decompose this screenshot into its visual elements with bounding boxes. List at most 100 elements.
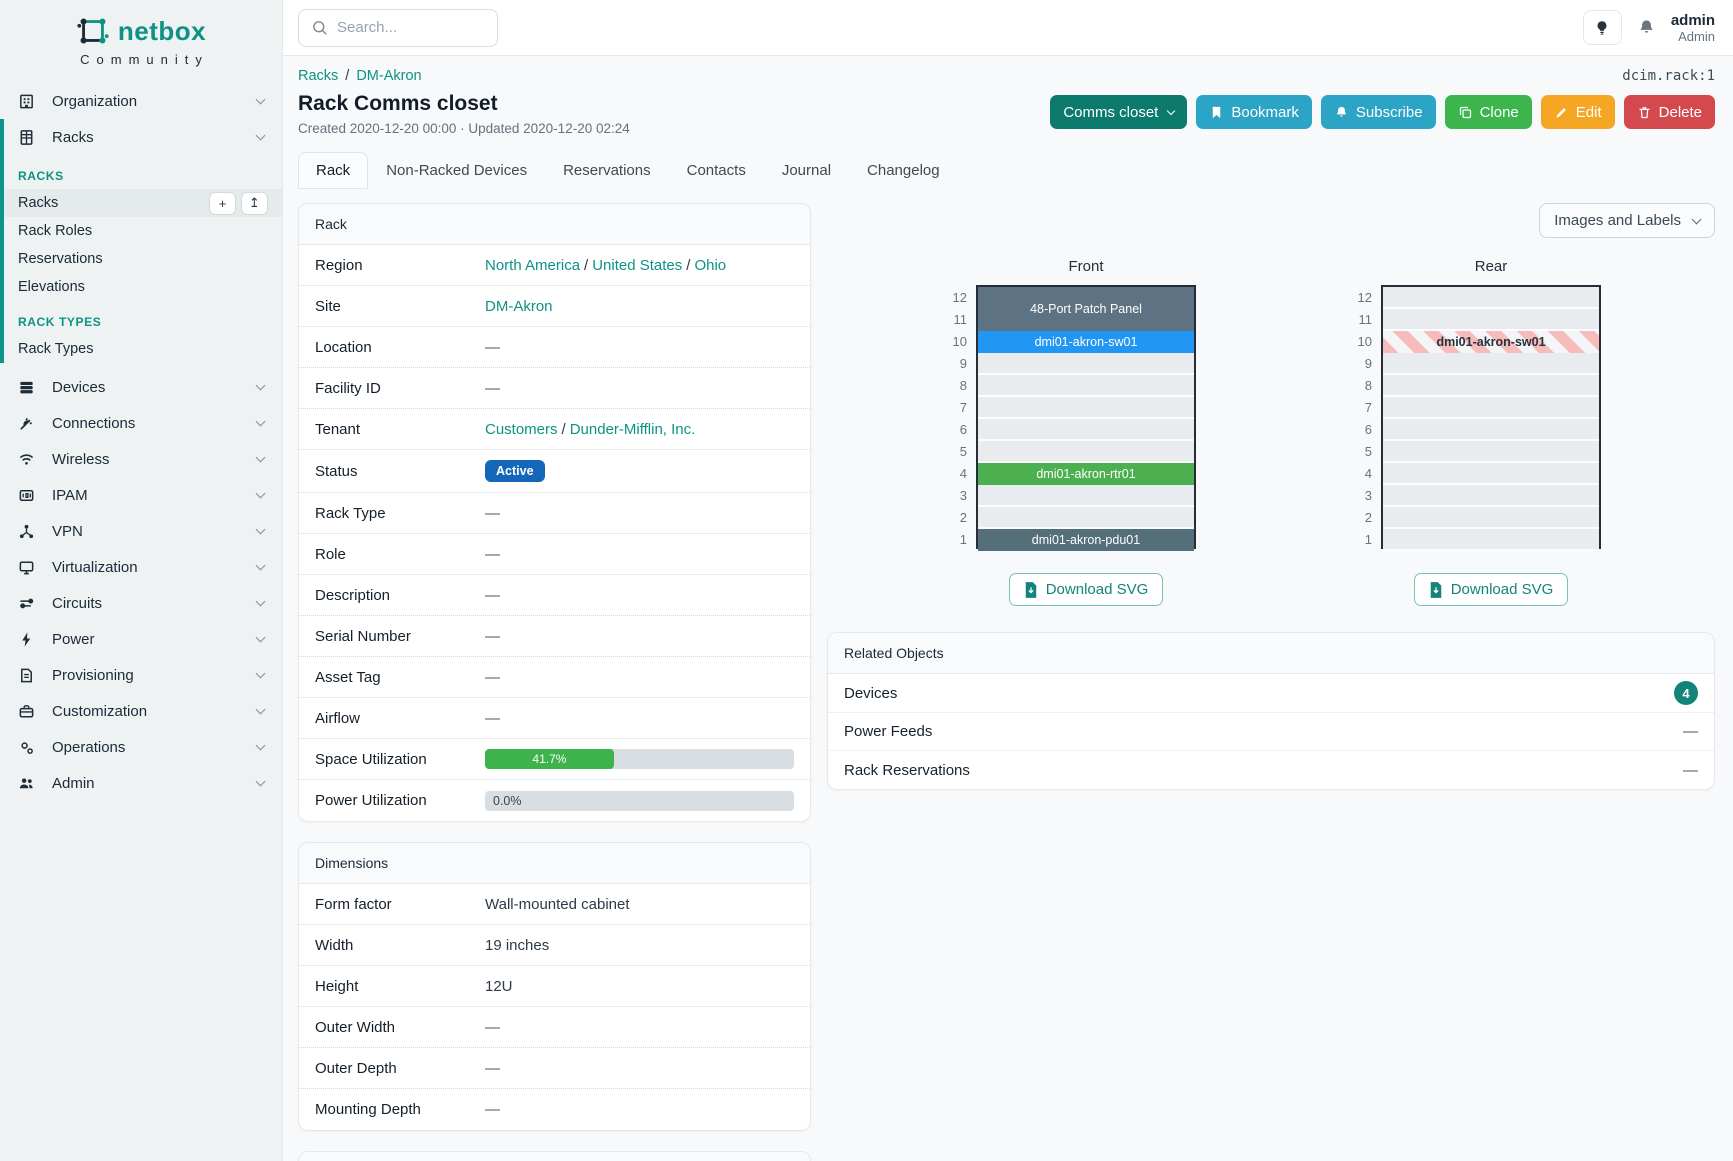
field-label: Description bbox=[315, 586, 391, 604]
tab-journal[interactable]: Journal bbox=[781, 162, 832, 179]
related-row-value: — bbox=[1683, 761, 1698, 779]
sidebar-item-circuits[interactable]: Circuits bbox=[0, 585, 282, 621]
edit-button[interactable]: Edit bbox=[1540, 95, 1615, 129]
field-label: Location bbox=[315, 338, 372, 356]
user-role: Admin bbox=[1678, 28, 1715, 44]
sidebar-item-rack-roles[interactable]: Rack Roles bbox=[4, 217, 282, 245]
region-link[interactable]: Ohio bbox=[694, 256, 727, 274]
download-svg-rear-button[interactable]: Download SVG bbox=[1413, 573, 1569, 606]
field-label: Role bbox=[315, 545, 346, 563]
user-name: admin bbox=[1670, 11, 1715, 29]
chevron-down-icon bbox=[255, 704, 266, 715]
devices-count-badge: 4 bbox=[1674, 681, 1698, 705]
user-menu[interactable]: admin Admin bbox=[1671, 12, 1715, 44]
subscribe-button[interactable]: Subscribe bbox=[1320, 95, 1436, 129]
sidebar-item-label: Operations bbox=[52, 738, 126, 756]
admin-icon bbox=[18, 775, 42, 792]
add-rack-button[interactable]: + bbox=[209, 191, 236, 215]
search-box[interactable] bbox=[298, 8, 498, 47]
tab-rack[interactable]: Rack bbox=[298, 152, 369, 189]
form-factor-value: Wall-mounted cabinet bbox=[485, 895, 630, 913]
clone-button[interactable]: Clone bbox=[1444, 95, 1532, 129]
notifications-button[interactable] bbox=[1637, 18, 1656, 37]
sidebar-item-vpn[interactable]: VPN bbox=[0, 513, 282, 549]
power-utilization-value: 0.0% bbox=[493, 793, 522, 808]
rack-slot-empty bbox=[978, 375, 1194, 397]
location-value: — bbox=[485, 338, 500, 356]
chevron-down-icon bbox=[255, 130, 266, 141]
sidebar-item-reservations[interactable]: Reservations bbox=[4, 245, 282, 273]
site-link[interactable]: DM-Akron bbox=[485, 297, 553, 315]
sidebar-item-admin[interactable]: Admin bbox=[0, 765, 282, 801]
download-svg-label: Download SVG bbox=[1450, 581, 1554, 598]
space-utilization-fill: 41.7% bbox=[485, 749, 614, 769]
search-input[interactable] bbox=[337, 19, 477, 36]
trash-icon bbox=[1639, 106, 1650, 118]
tab-changelog[interactable]: Changelog bbox=[867, 162, 940, 179]
asset-tag-value: — bbox=[485, 668, 500, 686]
sidebar-item-label: VPN bbox=[52, 522, 83, 540]
outer-depth-value: — bbox=[485, 1059, 500, 1077]
tenant-group-link[interactable]: Customers bbox=[485, 420, 558, 438]
tab-reservations[interactable]: Reservations bbox=[563, 162, 651, 179]
width-value: 19 inches bbox=[485, 936, 550, 954]
brand[interactable]: netbox Community bbox=[0, 0, 282, 73]
tab-contacts[interactable]: Contacts bbox=[686, 162, 746, 179]
download-svg-front-button[interactable]: Download SVG bbox=[1008, 573, 1164, 606]
related-rack-reservations-row[interactable]: Rack Reservations — bbox=[828, 751, 1714, 789]
download-svg-label: Download SVG bbox=[1045, 581, 1149, 598]
tab-non-racked-devices[interactable]: Non-Racked Devices bbox=[386, 162, 528, 179]
sidebar-item-power[interactable]: Power bbox=[0, 621, 282, 657]
bookmark-label: Bookmark bbox=[1231, 103, 1299, 121]
tenant-link[interactable]: Dunder-Mifflin, Inc. bbox=[569, 420, 696, 438]
field-label: Site bbox=[315, 297, 341, 315]
devices-icon bbox=[18, 379, 42, 396]
rack-icon bbox=[18, 129, 42, 146]
sidebar-item-elevations[interactable]: Elevations bbox=[4, 273, 282, 301]
sidebar-item-racks-group[interactable]: Racks bbox=[4, 119, 282, 155]
field-label: Outer Depth bbox=[315, 1059, 397, 1077]
rack-select-button[interactable]: Comms closet bbox=[1050, 95, 1188, 129]
sidebar-item-label: Customization bbox=[52, 702, 148, 720]
bookmark-button[interactable]: Bookmark bbox=[1196, 95, 1312, 129]
sidebar-item-connections[interactable]: Connections bbox=[0, 405, 282, 441]
sidebar-item-provisioning[interactable]: Provisioning bbox=[0, 657, 282, 693]
images-labels-dropdown[interactable]: Images and Labels bbox=[1539, 203, 1715, 238]
related-power-feeds-row[interactable]: Power Feeds — bbox=[828, 713, 1714, 751]
chevron-down-icon bbox=[255, 776, 266, 787]
pencil-icon bbox=[1556, 107, 1566, 117]
related-devices-row[interactable]: Devices 4 bbox=[828, 674, 1714, 713]
search-icon bbox=[313, 21, 327, 35]
unit-number: 8 bbox=[959, 378, 967, 393]
lightbulb-icon bbox=[1597, 20, 1607, 35]
import-rack-button[interactable]: ↥ bbox=[241, 191, 268, 215]
delete-label: Delete bbox=[1658, 103, 1702, 121]
related-objects-panel: Related Objects Devices 4 Power Feeds — … bbox=[827, 632, 1715, 790]
sidebar-item-operations[interactable]: Operations bbox=[0, 729, 282, 765]
provisioning-icon bbox=[18, 667, 42, 684]
rack-device[interactable]: dmi01-akron-pdu01 bbox=[978, 529, 1194, 551]
sidebar-item-organization[interactable]: Organization bbox=[0, 83, 282, 119]
rack-device[interactable]: dmi01-akron-rtr01 bbox=[978, 463, 1194, 485]
theme-toggle-button[interactable] bbox=[1582, 10, 1622, 45]
region-link[interactable]: North America bbox=[485, 256, 581, 274]
delete-button[interactable]: Delete bbox=[1623, 95, 1715, 129]
region-link[interactable]: United States bbox=[592, 256, 683, 274]
space-utilization-value: 41.7% bbox=[532, 752, 567, 766]
sidebar-item-racks[interactable]: Racks + ↥ bbox=[4, 189, 282, 217]
breadcrumb-site-link[interactable]: DM-Akron bbox=[356, 68, 422, 84]
rack-device[interactable]: dmi01-akron-sw01 bbox=[1383, 331, 1599, 353]
sidebar-item-customization[interactable]: Customization bbox=[0, 693, 282, 729]
sidebar-item-devices[interactable]: Devices bbox=[0, 369, 282, 405]
rack-device[interactable]: 48-Port Patch Panel bbox=[978, 287, 1194, 331]
sidebar-item-rack-types[interactable]: Rack Types bbox=[4, 335, 282, 363]
customization-icon bbox=[18, 703, 42, 720]
sidebar-item-ipam[interactable]: IPAM bbox=[0, 477, 282, 513]
description-value: — bbox=[485, 586, 500, 604]
sidebar-item-virtualization[interactable]: Virtualization bbox=[0, 549, 282, 585]
field-label: Space Utilization bbox=[315, 750, 427, 768]
rack-device[interactable]: dmi01-akron-sw01 bbox=[978, 331, 1194, 353]
sidebar-item-label: Virtualization bbox=[52, 558, 138, 576]
sidebar-item-wireless[interactable]: Wireless bbox=[0, 441, 282, 477]
breadcrumb-racks-link[interactable]: Racks bbox=[298, 68, 339, 84]
